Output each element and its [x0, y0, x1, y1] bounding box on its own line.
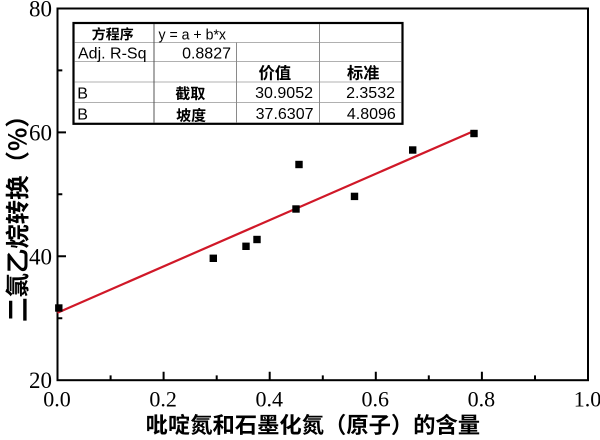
svg-text:80: 80: [29, 0, 52, 22]
svg-text:1.0: 1.0: [574, 387, 600, 412]
svg-text:y = a + b*x: y = a + b*x: [159, 27, 227, 44]
svg-text:0.8827: 0.8827: [182, 45, 231, 62]
svg-text:37.6307: 37.6307: [256, 106, 314, 123]
svg-text:60: 60: [29, 120, 52, 145]
svg-text:0.6: 0.6: [362, 387, 390, 412]
svg-text:4.8096: 4.8096: [347, 106, 396, 123]
svg-text:2.3532: 2.3532: [346, 85, 395, 102]
svg-text:20: 20: [29, 368, 52, 393]
svg-text:0.8: 0.8: [468, 387, 496, 412]
svg-text:0.4: 0.4: [255, 387, 283, 412]
svg-text:B: B: [77, 106, 88, 123]
svg-text:0.0: 0.0: [43, 387, 71, 412]
svg-text:Adj. R-Sq: Adj. R-Sq: [78, 45, 146, 62]
svg-text:30.9052: 30.9052: [255, 85, 313, 102]
svg-text:B: B: [77, 86, 88, 103]
svg-text:40: 40: [29, 244, 52, 269]
svg-text:0.2: 0.2: [149, 387, 177, 412]
